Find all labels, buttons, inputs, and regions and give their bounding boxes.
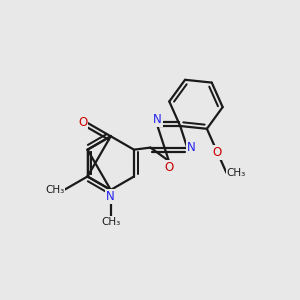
Text: N: N (153, 113, 162, 126)
Text: CH₃: CH₃ (226, 168, 246, 178)
Text: O: O (78, 116, 87, 129)
Text: O: O (164, 161, 173, 174)
Text: N: N (187, 141, 196, 154)
Text: CH₃: CH₃ (45, 185, 64, 195)
Text: O: O (213, 146, 222, 159)
Text: CH₃: CH₃ (101, 217, 120, 227)
Text: N: N (106, 190, 115, 203)
